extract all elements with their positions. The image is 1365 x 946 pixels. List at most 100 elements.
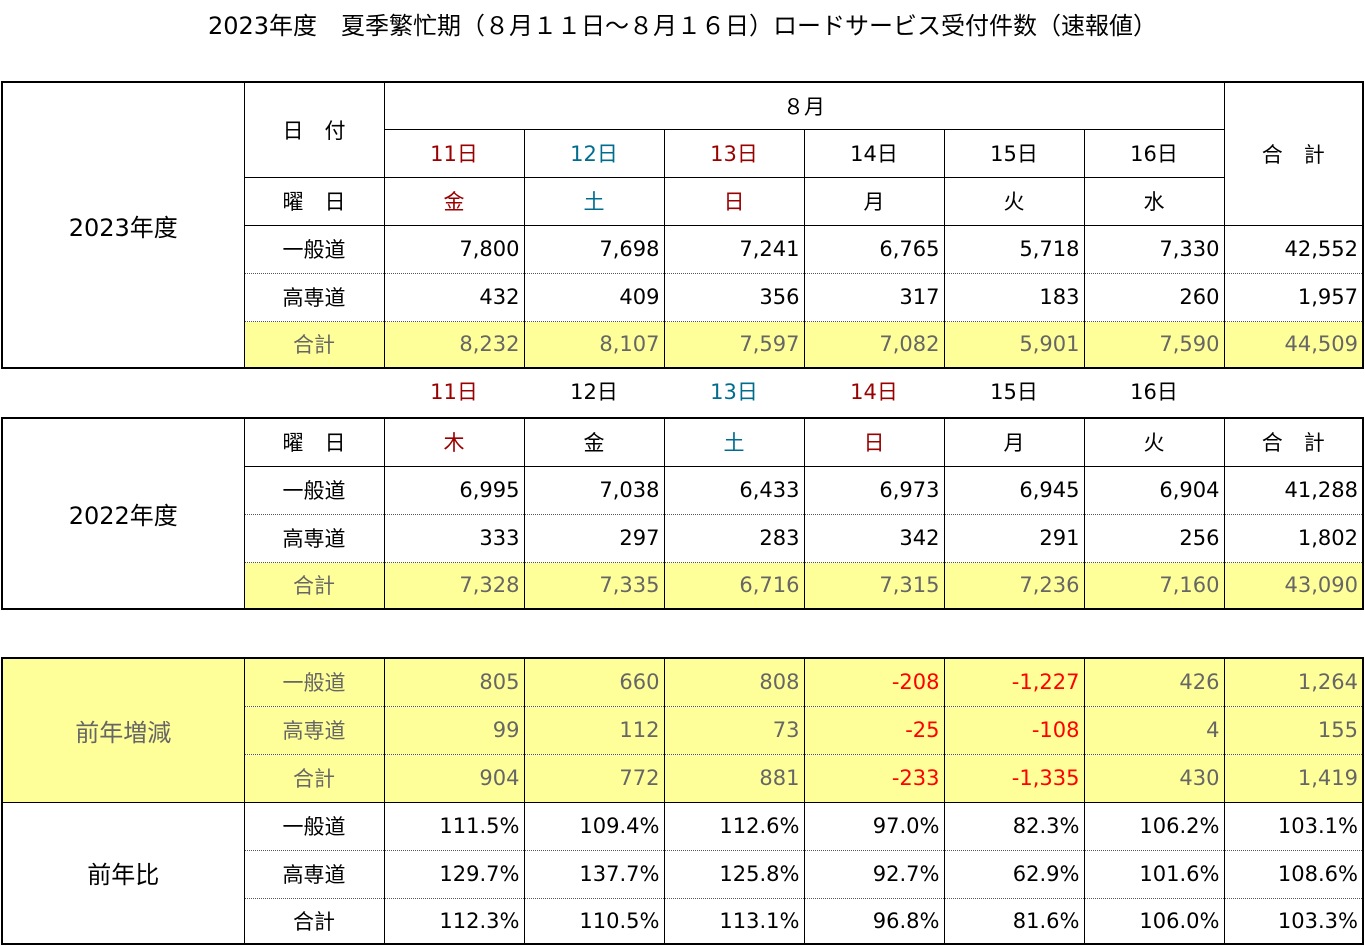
- value-cell: -1,227: [943, 658, 1084, 707]
- day-header-row-2022: 11日 12日 13日 14日 15日 16日: [0, 370, 1365, 414]
- day-header: 11日: [384, 129, 524, 178]
- total-cell: 1,419: [1224, 754, 1363, 803]
- weekday-cell: 日: [663, 177, 804, 226]
- value-cell: 7,038: [523, 466, 664, 515]
- total-cell: 1,802: [1224, 514, 1363, 563]
- value-cell: 6,973: [803, 466, 944, 515]
- value-cell: 6,904: [1083, 466, 1225, 515]
- value-cell: 129.7%: [384, 850, 524, 899]
- table-row: 合計 8,232 8,107 7,597 7,082 5,901 7,590 4…: [2, 321, 1363, 368]
- value-cell: 904: [384, 754, 524, 803]
- value-cell: -233: [803, 754, 944, 803]
- date-label: 日 付: [244, 82, 385, 178]
- value-cell: 183: [943, 273, 1084, 322]
- row-label: 一般道: [244, 658, 385, 707]
- total-cell: 44,509: [1284, 332, 1358, 357]
- weekday-cell: 水: [1083, 177, 1225, 226]
- value-cell: 805: [384, 658, 524, 707]
- value-cell: 333: [384, 514, 524, 563]
- value-cell: 110.5%: [523, 898, 664, 944]
- value-cell: 6,995: [384, 466, 524, 515]
- value-cell: 7,082: [803, 321, 944, 368]
- value-cell: 7,335: [523, 562, 664, 609]
- value-cell: 137.7%: [523, 850, 664, 899]
- total-cell: 155: [1224, 706, 1363, 755]
- value-cell: 5,901: [943, 321, 1084, 368]
- value-cell: 96.8%: [803, 898, 944, 944]
- day-header: 12日: [523, 129, 664, 178]
- day-header: 15日: [990, 380, 1038, 404]
- day-header: 13日: [710, 380, 758, 404]
- row-label: 一般道: [244, 466, 385, 515]
- weekday-cell: 金: [523, 418, 664, 467]
- row-label: 一般道: [244, 802, 385, 851]
- value-cell: 7,800: [384, 225, 524, 274]
- weekday-cell: 日: [803, 418, 944, 467]
- value-cell: 101.6%: [1083, 850, 1225, 899]
- value-cell: 62.9%: [943, 850, 1084, 899]
- row-label: 高専道: [244, 850, 385, 899]
- month-label: ８月: [384, 82, 1225, 130]
- table-row: 高専道 432 409 356 317 183 260 1,957: [2, 273, 1363, 322]
- value-cell: 112.6%: [663, 802, 804, 851]
- total-cell: 103.3%: [1277, 908, 1358, 933]
- value-cell: 111.5%: [384, 802, 524, 851]
- value-cell: 106.0%: [1083, 898, 1225, 944]
- row-label: 合計: [244, 321, 385, 368]
- value-cell: 808: [663, 658, 804, 707]
- weekday-label: 曜 日: [244, 177, 385, 226]
- value-cell: 109.4%: [523, 802, 664, 851]
- day-header: 15日: [943, 129, 1084, 178]
- weekday-cell: 木: [384, 418, 524, 467]
- value-cell: 7,315: [803, 562, 944, 609]
- value-cell: 5,718: [943, 225, 1084, 274]
- value-cell: 432: [384, 273, 524, 322]
- value-cell: -1,335: [943, 754, 1084, 803]
- table-row: 一般道 6,995 7,038 6,433 6,973 6,945 6,904 …: [2, 466, 1363, 515]
- table-2022: 2022年度 曜 日 木 金 土 日 月 火 合 計 一般道 6,995 7,0…: [1, 417, 1364, 610]
- total-cell: 1,957: [1224, 273, 1363, 322]
- table-comparison: 前年増減 一般道 805 660 808 -208 -1,227 426 1,2…: [1, 657, 1364, 945]
- value-cell: 81.6%: [943, 898, 1084, 944]
- value-cell: 7,328: [459, 573, 520, 598]
- value-cell: 8,107: [523, 321, 664, 368]
- value-cell: 660: [523, 658, 664, 707]
- day-header: 13日: [663, 129, 804, 178]
- weekday-cell: 土: [663, 418, 804, 467]
- page-title: 2023年度 夏季繁忙期（８月１１日～８月１６日）ロードサービス受付件数（速報値…: [207, 12, 1158, 40]
- value-cell: 112.3%: [439, 908, 520, 933]
- value-cell: 7,698: [523, 225, 664, 274]
- value-cell: -208: [803, 658, 944, 707]
- value-cell: 291: [943, 514, 1084, 563]
- value-cell: 7,241: [663, 225, 804, 274]
- day-header: 11日: [430, 380, 478, 404]
- value-cell: 7,330: [1083, 225, 1225, 274]
- value-cell: 7,160: [1083, 562, 1225, 609]
- weekday-cell: 月: [803, 177, 944, 226]
- weekday-label: 曜 日: [244, 418, 385, 467]
- total-cell: 42,552: [1224, 225, 1363, 274]
- row-label: 高専道: [244, 514, 385, 563]
- value-cell: 256: [1083, 514, 1225, 563]
- weekday-cell: 火: [943, 177, 1084, 226]
- row-label: 高専道: [244, 706, 385, 755]
- day-header: 14日: [803, 129, 944, 178]
- value-cell: 426: [1083, 658, 1225, 707]
- row-label: 合計: [244, 562, 385, 609]
- value-cell: 125.8%: [663, 850, 804, 899]
- weekday-cell: 土: [523, 177, 664, 226]
- value-cell: 283: [663, 514, 804, 563]
- day-header: 12日: [570, 380, 618, 404]
- value-cell: 430: [1083, 754, 1225, 803]
- value-cell: 356: [663, 273, 804, 322]
- ratio-label: 前年比: [2, 802, 245, 944]
- value-cell: 82.3%: [943, 802, 1084, 851]
- value-cell: 297: [523, 514, 664, 563]
- table-row: 一般道 7,800 7,698 7,241 6,765 5,718 7,330 …: [2, 225, 1363, 274]
- value-cell: 106.2%: [1083, 802, 1225, 851]
- value-cell: 7,590: [1083, 321, 1225, 368]
- value-cell: 8,232: [459, 332, 520, 357]
- weekday-cell: 火: [1083, 418, 1225, 467]
- value-cell: 73: [663, 706, 804, 755]
- value-cell: 6,433: [663, 466, 804, 515]
